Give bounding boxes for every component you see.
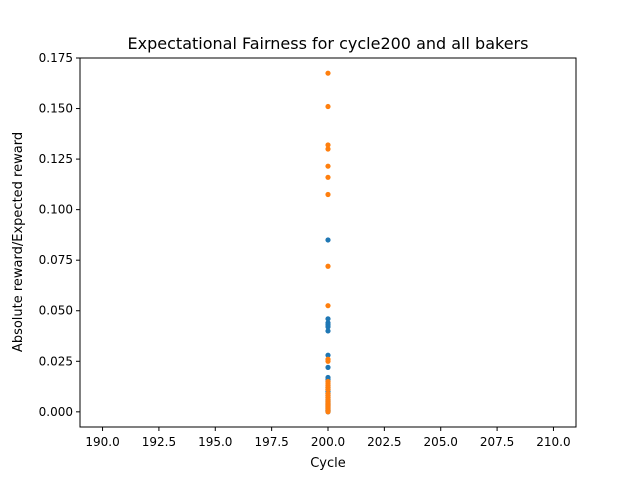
y-tick-label: 0.025 bbox=[39, 354, 73, 368]
x-axis-ticks: 190.0 192.5 195.0 197.5 200.0 202.5 205.0 207.5… bbox=[85, 427, 571, 449]
y-tick-label: 0.000 bbox=[39, 405, 73, 419]
x-tick-label: 200.0 bbox=[311, 435, 345, 449]
series-1-point bbox=[325, 324, 331, 330]
y-tick-label: 0.125 bbox=[39, 152, 73, 166]
series-1-point bbox=[325, 237, 331, 243]
y-axis-label: Absolute reward/Expected reward bbox=[11, 132, 26, 352]
y-tick-label: 0.100 bbox=[39, 203, 73, 217]
x-tick-label: 205.0 bbox=[424, 435, 458, 449]
series-2-point bbox=[325, 103, 331, 110]
series-2-point bbox=[325, 70, 331, 76]
x-tick-label: 190.0 bbox=[85, 435, 119, 449]
x-tick-label: 192.5 bbox=[142, 435, 176, 449]
x-tick-label: 202.5 bbox=[367, 435, 401, 449]
series-2-point bbox=[325, 174, 331, 180]
y-axis-ticks: 0.000 0.025 0.050 0.075 0.100 0.125 0.150 0.175 bbox=[39, 51, 80, 419]
series-1-point bbox=[325, 352, 331, 358]
y-tick-label: 0.050 bbox=[39, 304, 73, 318]
x-axis-label: Cycle bbox=[310, 456, 346, 471]
y-tick-label: 0.150 bbox=[39, 102, 73, 116]
series-2-point bbox=[325, 142, 331, 148]
data-points bbox=[325, 70, 331, 415]
x-tick-label: 210.0 bbox=[536, 435, 570, 449]
series-2-point bbox=[325, 163, 331, 169]
x-tick-label: 207.5 bbox=[480, 435, 514, 449]
series-2-point bbox=[325, 409, 331, 415]
series-2-point bbox=[325, 386, 331, 393]
chart-title: Expectational Fairness for cycle200 and … bbox=[128, 34, 529, 53]
x-tick-label: 197.5 bbox=[254, 435, 288, 449]
series-2-point bbox=[325, 191, 331, 198]
series-1-point bbox=[325, 316, 331, 322]
series-2-point bbox=[325, 146, 331, 152]
x-tick-label: 195.0 bbox=[198, 435, 232, 449]
series-2-point bbox=[325, 303, 331, 309]
y-tick-label: 0.075 bbox=[39, 253, 73, 267]
series-1-point bbox=[325, 364, 331, 370]
series-2-point bbox=[325, 358, 331, 364]
series-2-point bbox=[325, 263, 331, 269]
series-1-point bbox=[325, 328, 331, 334]
y-tick-label: 0.175 bbox=[39, 51, 73, 65]
